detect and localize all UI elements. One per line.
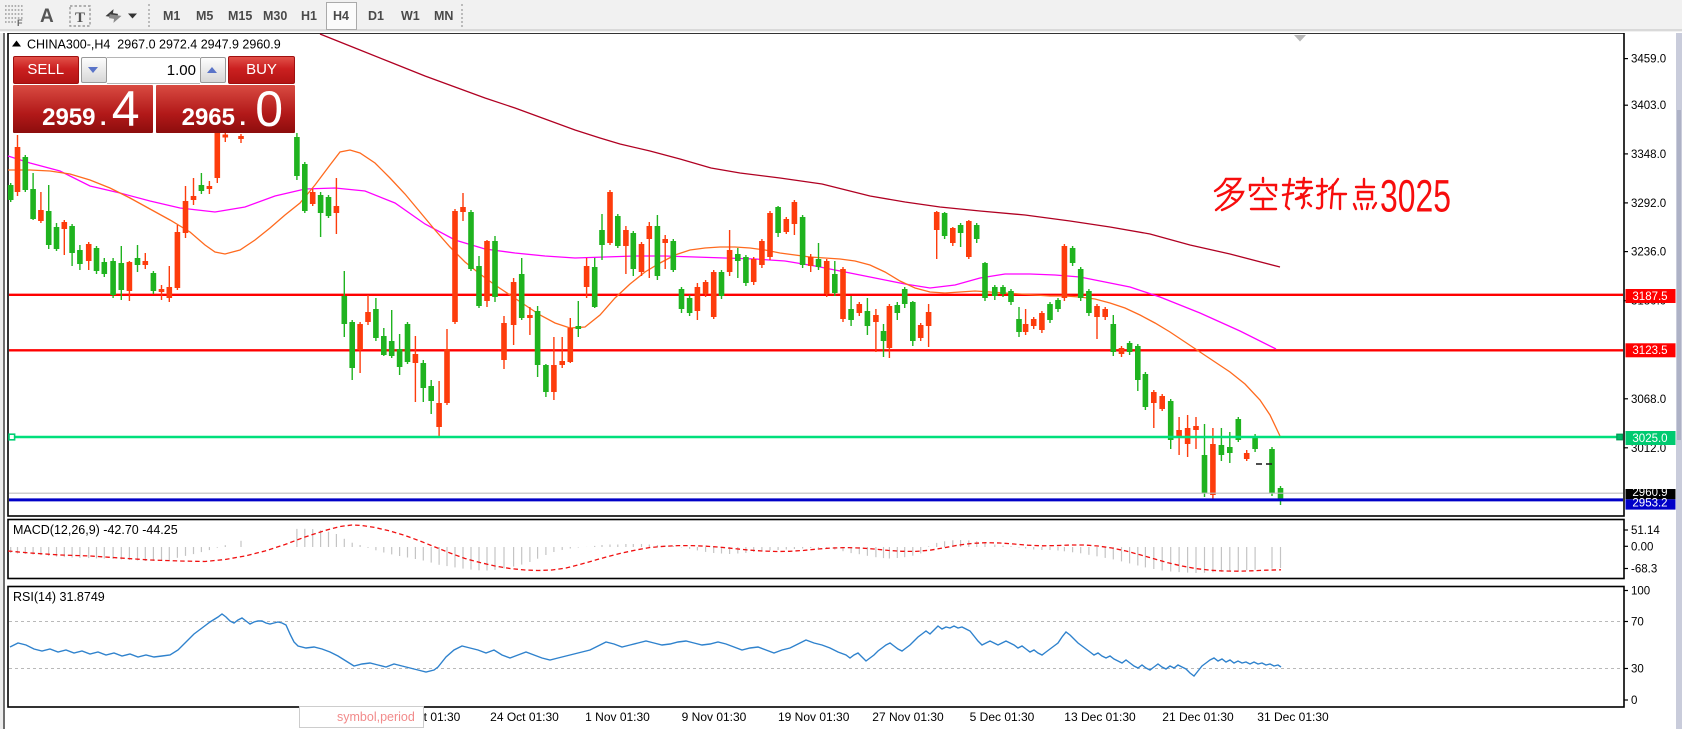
svg-text:symbol,period: symbol,period (337, 710, 415, 724)
svg-text:21 Dec 01:30: 21 Dec 01:30 (1162, 710, 1234, 724)
svg-text:3025.0: 3025.0 (1632, 433, 1667, 445)
svg-text:3348.0: 3348.0 (1631, 149, 1666, 161)
svg-text:2960.9: 2960.9 (1632, 487, 1667, 499)
svg-text:MACD(12,26,9) -42.70 -44.25: MACD(12,26,9) -42.70 -44.25 (13, 523, 178, 537)
svg-text:13 Dec 01:30: 13 Dec 01:30 (1064, 710, 1136, 724)
svg-text:CHINA300-,H4 2967.0 2972.4 29: CHINA300-,H4 2967.0 2972.4 2947.9 2960.9 (27, 38, 281, 52)
svg-text:70: 70 (1631, 617, 1644, 629)
svg-text:30: 30 (1631, 664, 1644, 676)
svg-text:3123.5: 3123.5 (1632, 345, 1667, 357)
svg-text:3187.5: 3187.5 (1632, 291, 1667, 303)
svg-text:51.14: 51.14 (1631, 525, 1660, 537)
svg-text:27 Nov 01:30: 27 Nov 01:30 (872, 710, 944, 724)
svg-text:F: F (17, 18, 23, 28)
svg-text:0.00: 0.00 (1631, 541, 1653, 553)
svg-text:3236.0: 3236.0 (1631, 247, 1666, 259)
svg-text:T: T (75, 10, 85, 26)
svg-text:1 Nov 01:30: 1 Nov 01:30 (585, 710, 650, 724)
svg-text:9 Nov 01:30: 9 Nov 01:30 (682, 710, 747, 724)
svg-text:3012.0: 3012.0 (1631, 443, 1666, 455)
svg-text:2953.2: 2953.2 (1632, 497, 1667, 509)
svg-text:5 Dec 01:30: 5 Dec 01:30 (970, 710, 1035, 724)
svg-text:3459.0: 3459.0 (1631, 54, 1666, 66)
svg-text:3292.0: 3292.0 (1631, 198, 1666, 210)
svg-text:3025: 3025 (1380, 171, 1451, 222)
svg-text:3403.0: 3403.0 (1631, 100, 1666, 112)
svg-text:100: 100 (1631, 586, 1650, 598)
svg-text:19 Nov 01:30: 19 Nov 01:30 (778, 710, 850, 724)
svg-text:3068.0: 3068.0 (1631, 394, 1666, 406)
svg-text:31 Dec 01:30: 31 Dec 01:30 (1257, 710, 1329, 724)
svg-text:A: A (40, 6, 54, 27)
svg-text:-68.3: -68.3 (1631, 564, 1657, 576)
svg-text:0: 0 (1631, 695, 1637, 707)
svg-text:RSI(14) 31.8749: RSI(14) 31.8749 (13, 590, 105, 604)
svg-text:24 Oct 01:30: 24 Oct 01:30 (490, 710, 559, 724)
